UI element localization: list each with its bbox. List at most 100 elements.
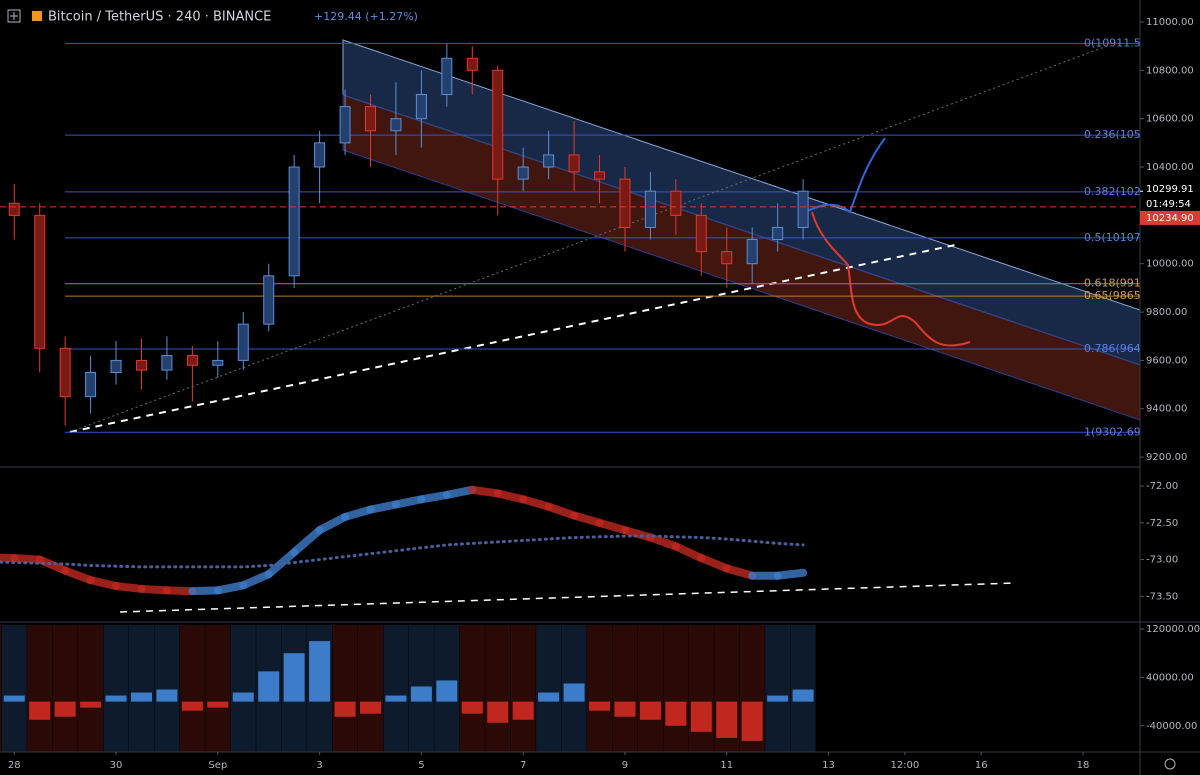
candle-body [670, 190, 682, 216]
symbol-title[interactable]: Bitcoin / TetherUS · 240 · BINANCE [48, 10, 271, 25]
y-tick-label: 10000.00 [1146, 259, 1194, 270]
hist-background [790, 625, 816, 752]
candle-body [390, 118, 402, 132]
hist-bar [767, 695, 789, 702]
hist-bar [29, 701, 51, 720]
hist-background [1, 625, 27, 752]
ribbon-segment [773, 568, 808, 580]
ribbon-segment [290, 526, 324, 557]
candle-body [619, 178, 631, 228]
x-tick-label: 13 [822, 760, 835, 771]
ribbon-segment [10, 554, 44, 564]
hist-background [230, 625, 256, 752]
ribbon-segment [341, 505, 375, 521]
fib-label: 0.65(9865. [1084, 289, 1144, 302]
candle-body [263, 275, 275, 325]
ribbon-segment [493, 489, 528, 504]
hist-bar [563, 683, 585, 702]
x-tick-label: 7 [520, 760, 526, 771]
y-tick-label: -73.50 [1146, 591, 1178, 602]
ribbon-segment [315, 512, 350, 535]
hist-bar [487, 701, 509, 723]
hist-background [459, 625, 485, 752]
y-tick-label: 9400.00 [1146, 404, 1187, 415]
candle-body [365, 106, 376, 132]
y-tick-label: -72.50 [1146, 518, 1178, 529]
candle-body [415, 94, 427, 120]
hist-bar [181, 701, 203, 711]
hist-bar [156, 689, 178, 702]
ribbon-segment [722, 564, 757, 580]
candle-body [314, 142, 326, 168]
ribbon-segment [570, 511, 604, 527]
ribbon-segment [86, 576, 121, 591]
candle-body [695, 214, 707, 253]
ribbon-segment [137, 584, 171, 595]
bear-projection [811, 211, 971, 347]
hist-background [510, 625, 536, 752]
hist-background [637, 625, 663, 752]
ribbon-segment [442, 485, 477, 499]
candle-body [797, 190, 809, 228]
hist-bar [614, 701, 636, 717]
hist-bar [54, 701, 76, 717]
candle-body [721, 251, 733, 265]
fib-label: 0.618(9917 [1084, 277, 1148, 290]
fib-label: 0.5(10107. [1084, 231, 1144, 244]
x-tick-label: 12:00 [890, 760, 919, 771]
ribbon-segment [595, 518, 629, 535]
fib-label: 1(9302.69) [1084, 425, 1145, 438]
fib-label: 0(10911.54 [1084, 36, 1148, 49]
ribbon-segment [671, 542, 706, 563]
hist-bar [410, 686, 432, 702]
plot-area: 0(10911.54 0.236(1053 0.382(1029 0.5(10107.… [0, 36, 1148, 752]
y-tick-label: 10600.00 [1146, 114, 1194, 125]
candle-body [110, 359, 122, 373]
x-tick-label: 3 [316, 760, 322, 771]
fib-label: 0.382(1029 [1084, 185, 1148, 198]
hist-bar [589, 701, 611, 711]
add-symbol-icon[interactable] [10, 12, 18, 20]
hist-background [485, 625, 511, 752]
hist-background [587, 625, 613, 752]
x-tick-label: Sep [208, 760, 227, 771]
ribbon-segment [188, 586, 222, 596]
candle-body [568, 154, 580, 173]
candle-body [212, 359, 224, 366]
hist-bar [665, 701, 687, 726]
settings-icon[interactable] [1164, 758, 1176, 770]
candle-body [59, 347, 71, 398]
add-symbol-icon[interactable] [7, 9, 21, 23]
y-tick-label: -40000.00 [1146, 721, 1197, 732]
candle-body [441, 57, 453, 96]
hist-bar [792, 689, 814, 702]
hist-bar [436, 680, 458, 702]
x-tick-label: 18 [1077, 760, 1090, 771]
candle-body [492, 69, 504, 180]
y-tick-label: 40000.00 [1146, 672, 1194, 683]
ribbon-segment [61, 566, 95, 585]
ribbon-segment [544, 502, 579, 520]
x-tick-label: 30 [110, 760, 123, 771]
hist-bar [639, 701, 661, 720]
hist-background [27, 625, 53, 752]
hist-bar [283, 653, 305, 702]
hist-bar [207, 701, 229, 708]
x-tick-label: 5 [418, 760, 424, 771]
candle-body [543, 154, 555, 168]
candle-body [186, 355, 198, 366]
hist-bar [461, 701, 483, 714]
ribbon-segment [35, 555, 70, 575]
candle-body [34, 214, 46, 349]
hist-bar [258, 671, 280, 702]
candle-body [8, 202, 20, 216]
hist-bar [105, 695, 127, 702]
ribbon-segment [0, 553, 19, 563]
slow-line [0, 534, 805, 569]
hist-background [0, 625, 2, 752]
x-tick-label: 28 [8, 760, 21, 771]
hist-background [179, 625, 205, 752]
hist-bar [690, 701, 712, 732]
